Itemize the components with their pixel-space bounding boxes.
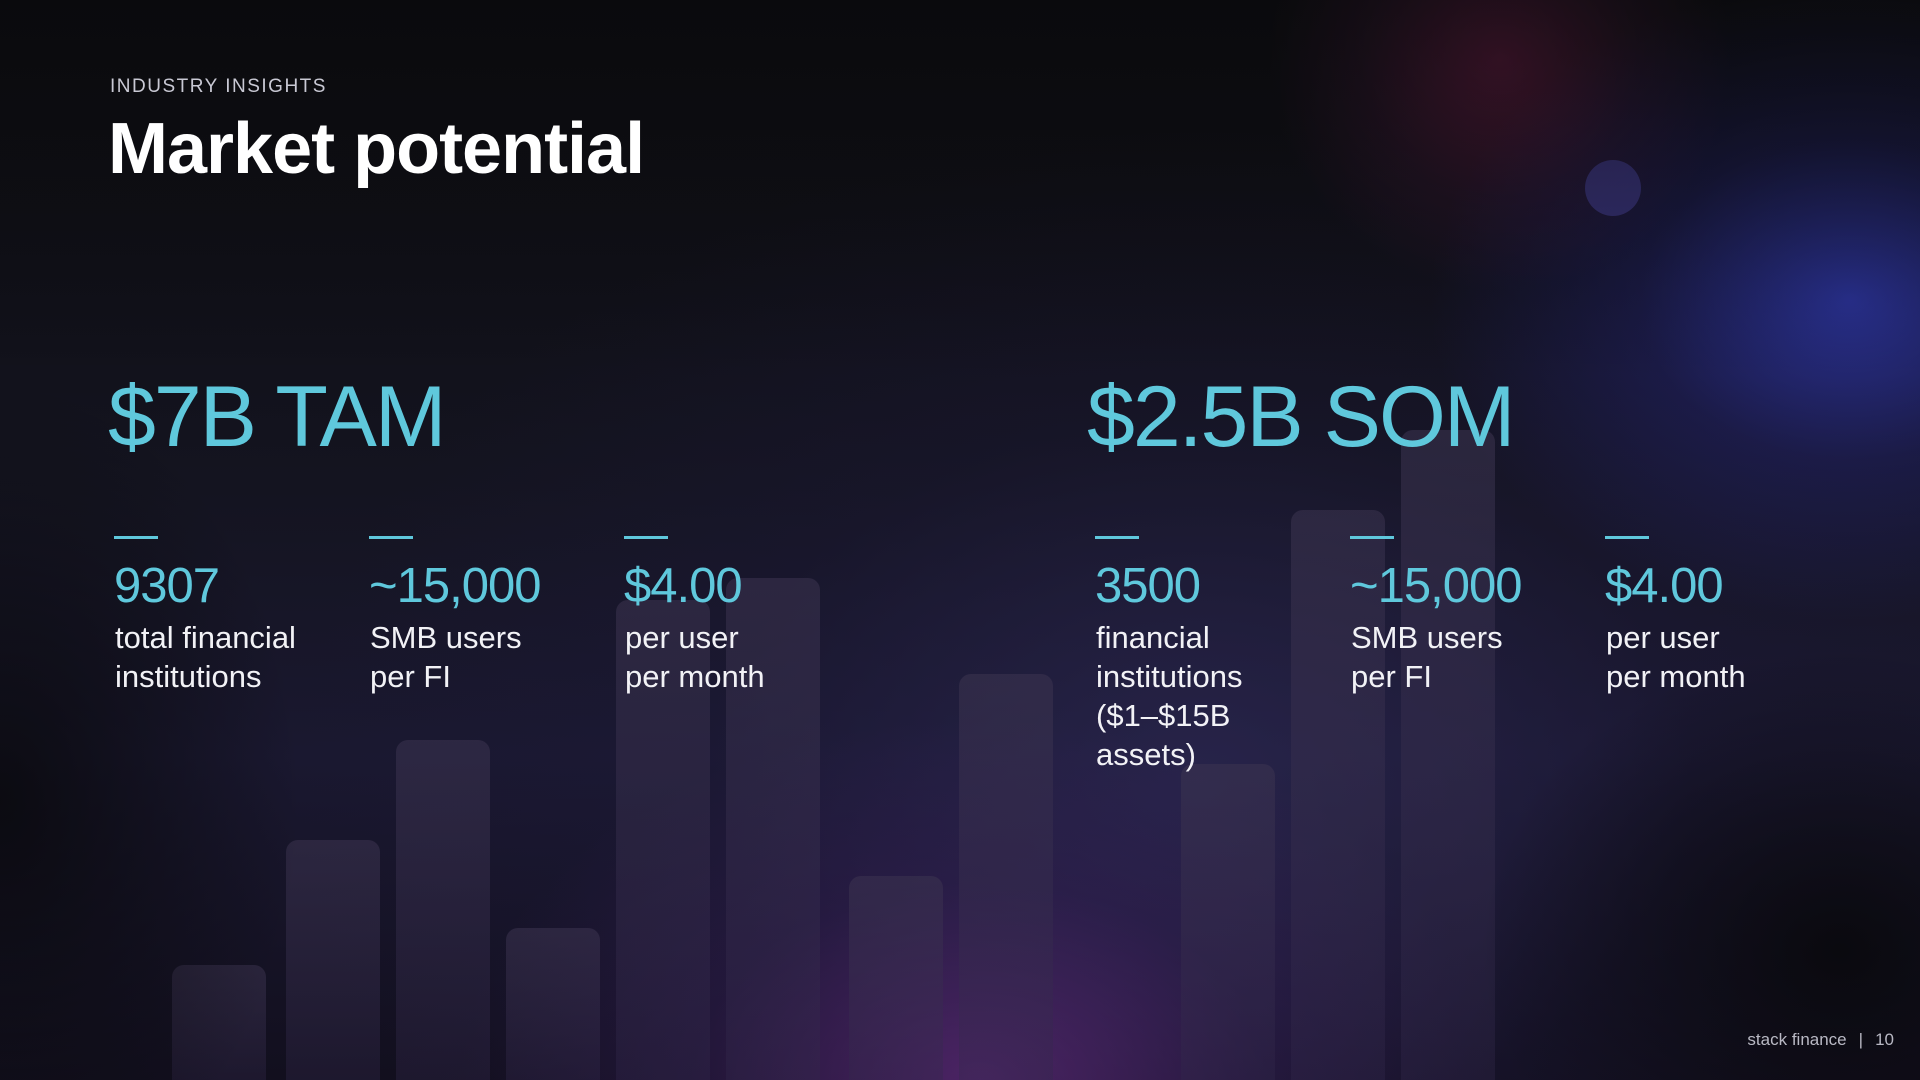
decorative-circle — [1585, 160, 1641, 216]
stat-value: $4.00 — [624, 559, 743, 613]
stat-value: 9307 — [114, 559, 220, 613]
footer-separator: | — [1858, 1030, 1864, 1049]
stat-label: per user per month — [1606, 620, 1746, 695]
stat-dash — [1095, 536, 1139, 539]
tam-stat-price: $4.00 per user per month — [620, 536, 850, 696]
stat-value: $4.00 — [1605, 559, 1724, 613]
som-stat-price: $4.00 per user per month — [1601, 536, 1831, 696]
stat-label: financial institutions ($1–$15B assets) — [1096, 620, 1243, 773]
stat-value: ~15,000 — [369, 559, 542, 613]
footer-brand: stack finance — [1747, 1030, 1847, 1049]
background-bar — [1181, 764, 1275, 1080]
stat-dash — [369, 536, 413, 539]
background-bar — [959, 674, 1053, 1080]
stat-dash — [1350, 536, 1394, 539]
slide-footer: stack finance | 10 — [1747, 1030, 1894, 1050]
background-bar — [849, 876, 943, 1080]
stat-dash — [1605, 536, 1649, 539]
stat-dash — [114, 536, 158, 539]
section-eyebrow: INDUSTRY INSIGHTS — [110, 76, 327, 97]
tam-stat-institutions: 9307 total financial institutions — [110, 536, 340, 696]
som-stat-users: ~15,000 SMB users per FI — [1346, 536, 1576, 696]
page-number: 10 — [1875, 1030, 1894, 1049]
tam-stat-users: ~15,000 SMB users per FI — [365, 536, 595, 696]
stat-label: total financial institutions — [115, 620, 296, 695]
background-bar — [506, 928, 600, 1080]
background-bar — [396, 740, 490, 1080]
tam-headline: $7B TAM — [108, 369, 447, 465]
stat-value: ~15,000 — [1350, 559, 1523, 613]
stat-label: per user per month — [625, 620, 765, 695]
page-title: Market potential — [108, 109, 645, 189]
background-bar — [286, 840, 380, 1080]
som-headline: $2.5B SOM — [1087, 369, 1516, 465]
stat-label: SMB users per FI — [1351, 620, 1503, 695]
stat-value: 3500 — [1095, 559, 1201, 613]
stat-dash — [624, 536, 668, 539]
stat-label: SMB users per FI — [370, 620, 522, 695]
som-stat-institutions: 3500 financial institutions ($1–$15B ass… — [1091, 536, 1321, 774]
background-bar — [1401, 430, 1495, 1080]
background-bar — [172, 965, 266, 1080]
